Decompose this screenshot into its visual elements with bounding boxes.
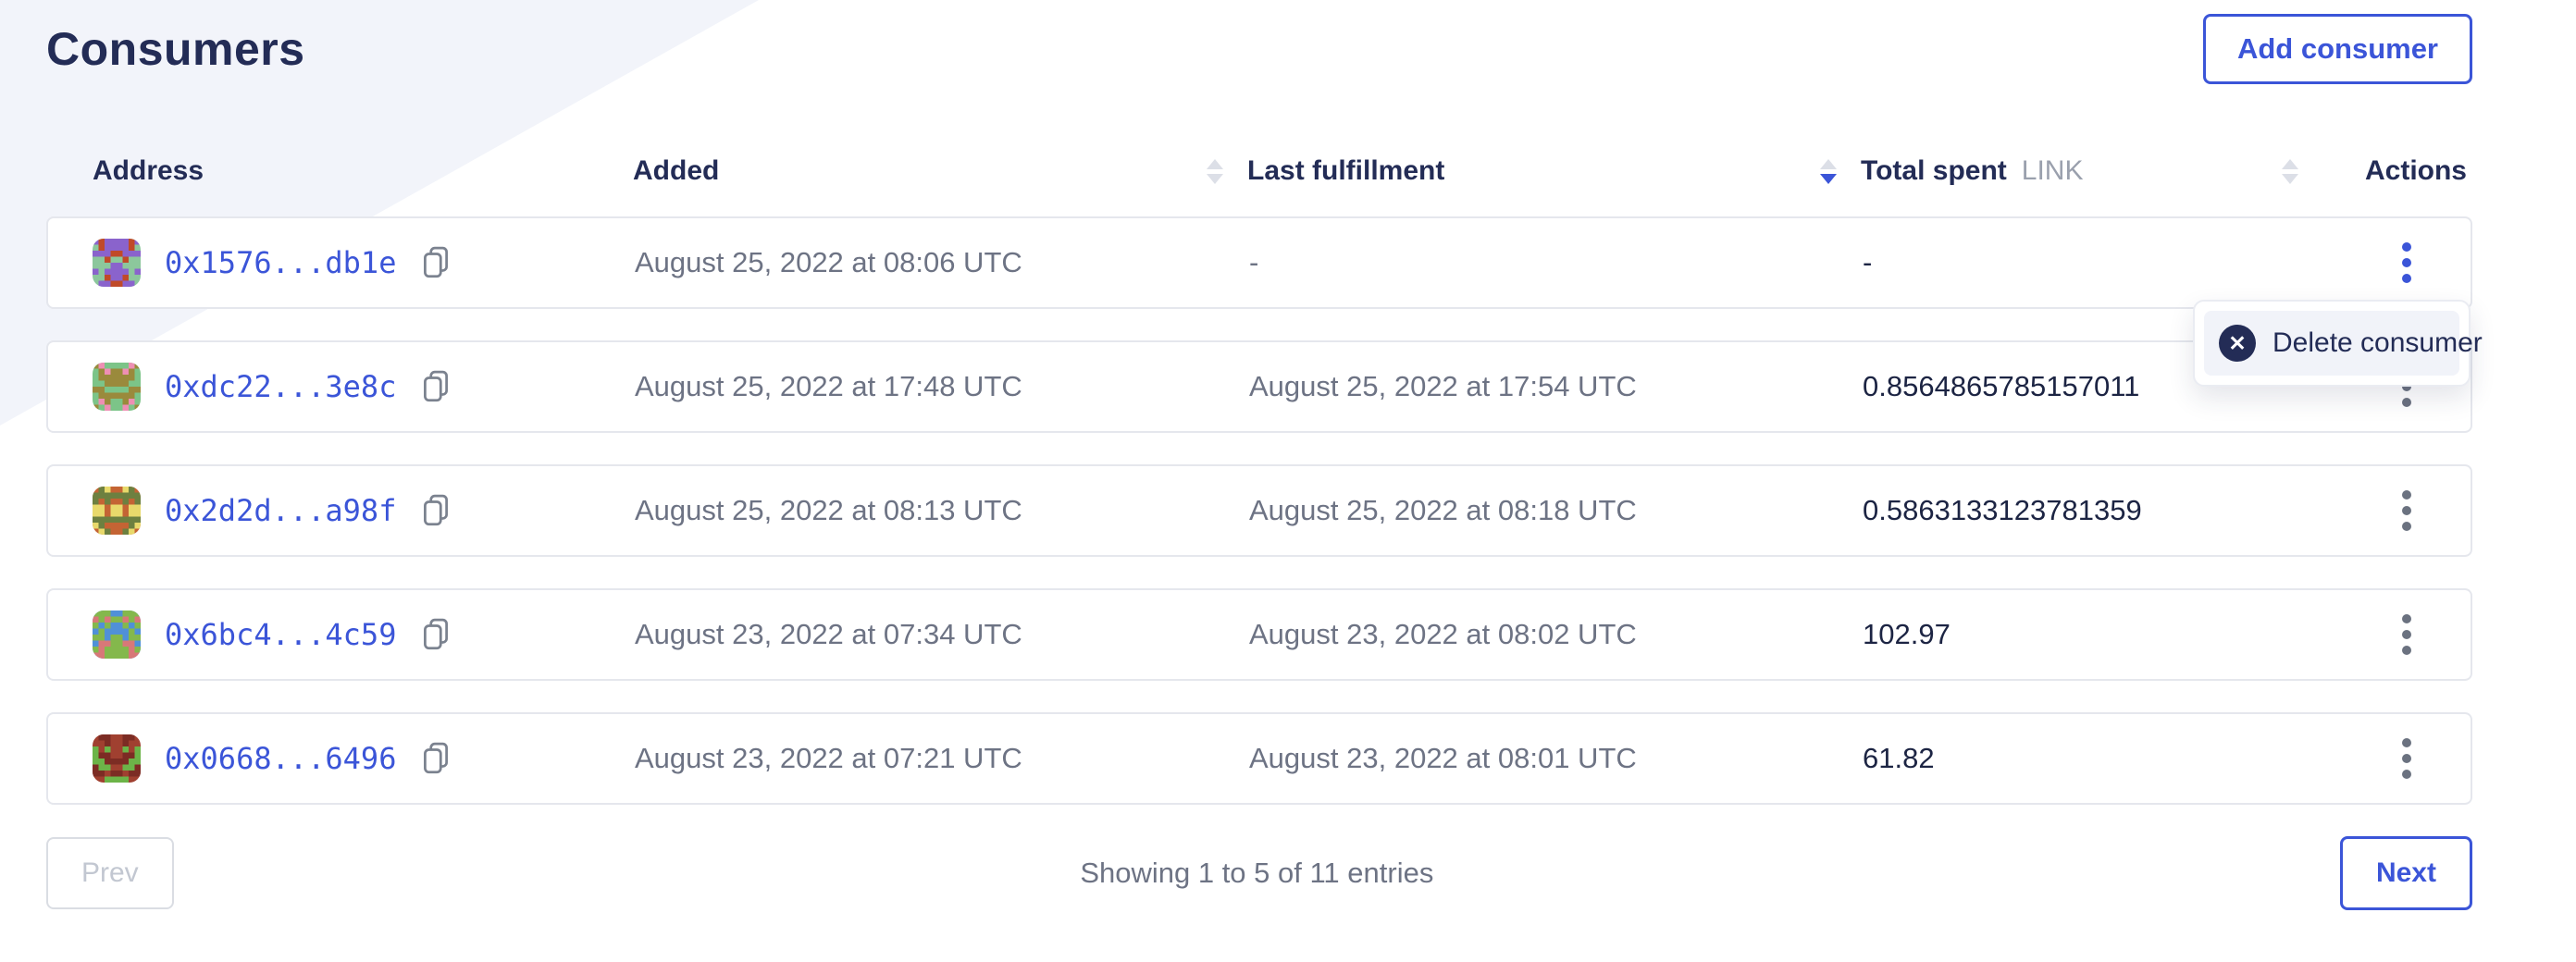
added-cell: August 25, 2022 at 08:13 UTC xyxy=(635,494,1022,526)
copy-icon xyxy=(424,494,449,526)
consumer-address-link[interactable]: 0x0668...6496 xyxy=(165,741,397,776)
consumer-identicon-avatar xyxy=(93,734,141,783)
table-header-row: Address Added Last fulfillment Total spe… xyxy=(46,144,2472,198)
last-fulfillment-cell: August 25, 2022 at 17:54 UTC xyxy=(1249,370,1637,402)
column-header-added[interactable]: Added xyxy=(633,155,1247,187)
total-spent-cell: 61.82 xyxy=(1863,742,1935,774)
address-cell: 0x6bc4...4c59 xyxy=(48,610,635,659)
column-header-actions: Actions xyxy=(2364,155,2467,186)
consumer-address-link[interactable]: 0x6bc4...4c59 xyxy=(165,617,397,652)
last-fulfillment-cell: - xyxy=(1249,246,1259,278)
consumer-address-link[interactable]: 0x2d2d...a98f xyxy=(165,493,397,528)
circle-x-icon: ✕ xyxy=(2219,325,2256,362)
copy-address-button[interactable] xyxy=(420,493,452,528)
table-row: 0xdc22...3e8c August 25, 2022 at 17:48 U… xyxy=(46,340,2472,433)
consumer-identicon-avatar xyxy=(93,487,141,535)
pagination-bar: Prev Showing 1 to 5 of 11 entries Next xyxy=(46,836,2472,910)
last-fulfillment-cell: August 23, 2022 at 08:01 UTC xyxy=(1249,742,1637,774)
consumer-address-link[interactable]: 0xdc22...3e8c xyxy=(165,369,397,404)
row-actions-kebab-button[interactable] xyxy=(2395,731,2419,786)
table-row: 0x2d2d...a98f August 25, 2022 at 08:13 U… xyxy=(46,464,2472,557)
address-cell: 0x1576...db1e xyxy=(48,239,635,287)
added-cell: August 25, 2022 at 17:48 UTC xyxy=(635,370,1022,402)
consumers-table: Address Added Last fulfillment Total spe… xyxy=(46,144,2483,805)
last-fulfillment-cell: August 25, 2022 at 08:18 UTC xyxy=(1249,494,1637,526)
table-row: 0x1576...db1e August 25, 2022 at 08:06 U… xyxy=(46,216,2483,387)
address-cell: 0xdc22...3e8c xyxy=(48,363,635,411)
copy-address-button[interactable] xyxy=(420,369,452,404)
copy-icon xyxy=(424,246,449,278)
row-action-menu: ✕ Delete consumer xyxy=(2193,300,2483,387)
address-cell: 0x0668...6496 xyxy=(48,734,635,783)
column-header-total-spent[interactable]: Total spent LINK xyxy=(1861,155,2322,187)
actions-cell xyxy=(2324,607,2471,662)
link-unit-label: LINK xyxy=(2021,155,2084,186)
sort-arrows-icon xyxy=(1207,158,1223,184)
column-header-address: Address xyxy=(93,155,204,186)
page-title: Consumers xyxy=(46,23,305,75)
last-fulfillment-cell: August 23, 2022 at 08:02 UTC xyxy=(1249,618,1637,650)
copy-address-button[interactable] xyxy=(420,617,452,652)
table-row: 0x6bc4...4c59 August 23, 2022 at 07:34 U… xyxy=(46,588,2472,681)
total-spent-cell: 102.97 xyxy=(1863,618,1951,650)
actions-cell xyxy=(2324,235,2471,290)
copy-icon xyxy=(424,742,449,774)
pagination-summary: Showing 1 to 5 of 11 entries xyxy=(1080,857,1434,889)
address-cell: 0x2d2d...a98f xyxy=(48,487,635,535)
added-cell: August 23, 2022 at 07:34 UTC xyxy=(635,618,1022,650)
copy-address-button[interactable] xyxy=(420,245,452,280)
column-header-last-fulfillment[interactable]: Last fulfillment xyxy=(1247,155,1861,187)
page-header: Consumers Add consumer xyxy=(46,0,2472,84)
delete-consumer-menu-item[interactable]: ✕ Delete consumer xyxy=(2204,311,2483,376)
consumer-identicon-avatar xyxy=(93,363,141,411)
row-actions-kebab-button[interactable] xyxy=(2395,235,2419,290)
row-actions-kebab-button[interactable] xyxy=(2395,607,2419,662)
total-spent-cell: 0.5863133123781359 xyxy=(1863,494,2142,526)
total-spent-cell: - xyxy=(1863,246,1873,278)
sort-arrows-icon xyxy=(2282,158,2298,184)
add-consumer-button[interactable]: Add consumer xyxy=(2202,14,2472,84)
copy-icon xyxy=(424,370,449,402)
consumer-identicon-avatar xyxy=(93,239,141,287)
consumer-address-link[interactable]: 0x1576...db1e xyxy=(165,245,397,280)
table-row: 0x0668...6496 August 23, 2022 at 07:21 U… xyxy=(46,712,2472,805)
next-page-button[interactable]: Next xyxy=(2339,836,2472,910)
sort-arrows-icon xyxy=(1820,158,1837,184)
prev-page-button[interactable]: Prev xyxy=(46,837,174,909)
added-cell: August 25, 2022 at 08:06 UTC xyxy=(635,246,1022,278)
actions-cell xyxy=(2324,731,2471,786)
copy-address-button[interactable] xyxy=(420,741,452,776)
copy-icon xyxy=(424,618,449,650)
consumers-page: Consumers Add consumer Address Added Las… xyxy=(46,0,2483,910)
actions-cell xyxy=(2324,483,2471,538)
consumer-identicon-avatar xyxy=(93,610,141,659)
total-spent-cell: 0.8564865785157011 xyxy=(1863,370,2140,402)
added-cell: August 23, 2022 at 07:21 UTC xyxy=(635,742,1022,774)
row-actions-kebab-button[interactable] xyxy=(2395,483,2419,538)
